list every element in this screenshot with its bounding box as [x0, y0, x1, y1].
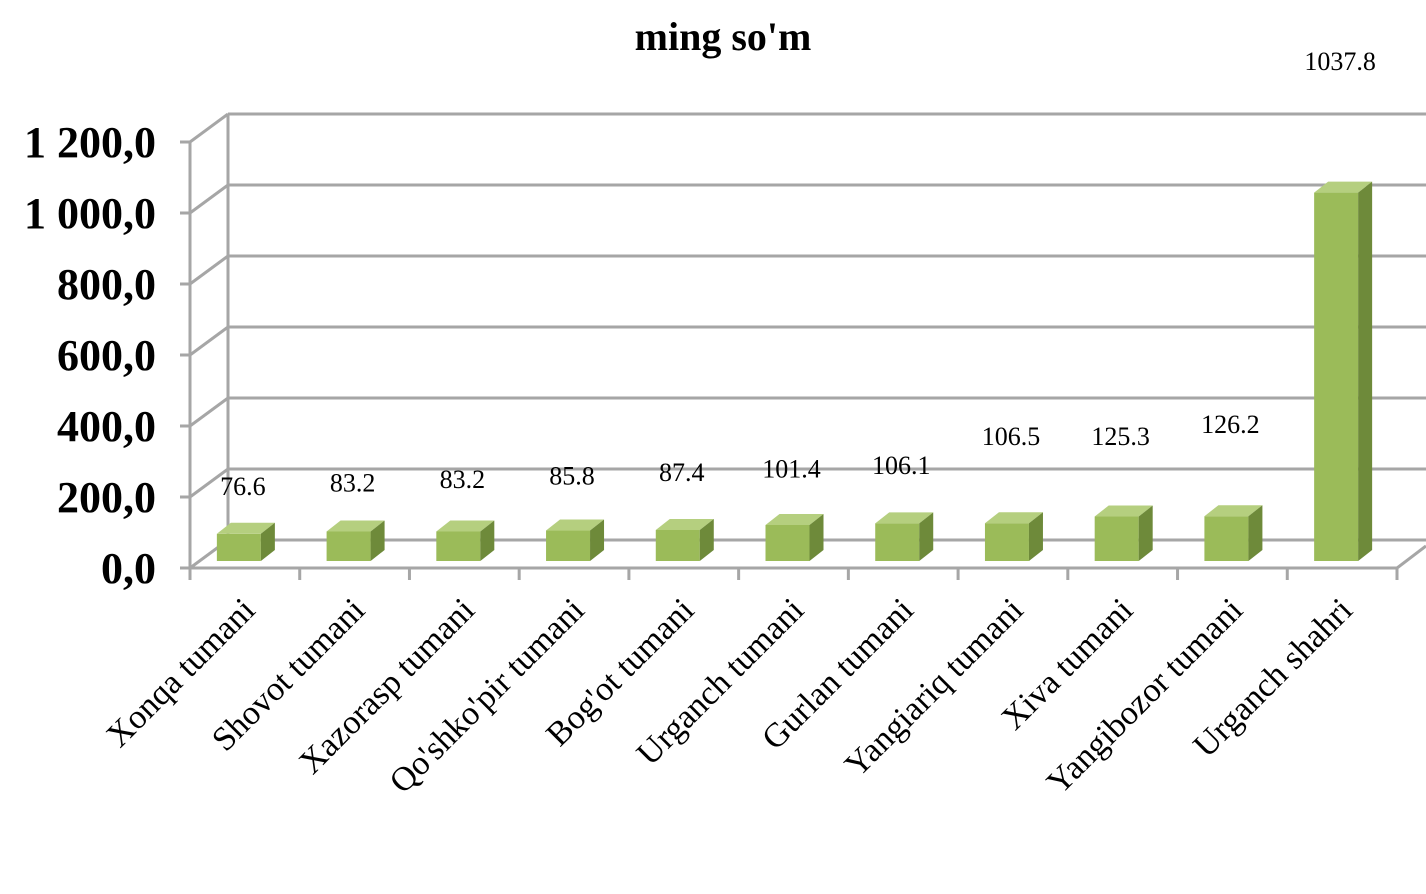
- data-label-5: 101.4: [762, 455, 821, 484]
- bar-side-7: [1028, 512, 1043, 561]
- y-tick-label-1: 200,0: [57, 473, 156, 522]
- data-label-0: 76.6: [220, 472, 266, 501]
- bar-front-1: [326, 531, 371, 561]
- x-tick-label-9: Yangibozor tumani: [1040, 591, 1250, 801]
- data-label-4: 87.4: [659, 458, 705, 487]
- bar-2: [436, 520, 495, 561]
- y-tick-label-2: 400,0: [57, 402, 156, 451]
- data-label-10: 1037.8: [1304, 47, 1376, 76]
- bar-front-9: [1204, 516, 1249, 561]
- bar-side-10: [1358, 181, 1373, 561]
- bar-side-3: [590, 519, 605, 561]
- bar-8: [1094, 505, 1153, 561]
- bar-5: [765, 514, 824, 561]
- bar-top-1: [326, 520, 385, 532]
- bar-side-2: [480, 520, 495, 561]
- y-tick-label-4: 800,0: [57, 260, 156, 309]
- bar-top-4: [655, 518, 714, 530]
- bar-3: [546, 519, 605, 561]
- bar-top-0: [216, 522, 275, 534]
- data-label-2: 83.2: [440, 465, 486, 494]
- bar-0: [216, 522, 275, 561]
- bar-side-4: [699, 518, 714, 561]
- bar-top-7: [984, 512, 1043, 524]
- data-label-7: 106.5: [982, 422, 1041, 451]
- data-label-1: 83.2: [330, 469, 376, 498]
- x-tick-label-3: Qo'shko'pir tumani: [383, 591, 592, 800]
- gridline-wall-2: [189, 396, 229, 428]
- bar-side-9: [1248, 505, 1263, 561]
- bar-front-8: [1094, 516, 1139, 561]
- bar-7: [984, 512, 1043, 561]
- bar-top-2: [436, 520, 495, 532]
- y-tick-label-0: 0,0: [101, 544, 156, 593]
- bar-front-7: [984, 523, 1029, 561]
- bar-top-5: [765, 514, 824, 526]
- bar-front-2: [436, 531, 481, 561]
- axis-layer: 0,0 200,0 400,0 600,0 800,0 1 000,0 1 200,0: [24, 118, 1426, 593]
- y-tick-label-6: 1 200,0: [24, 118, 156, 167]
- gridline-wall-5: [189, 183, 229, 215]
- gridline-wall-3: [189, 325, 229, 357]
- data-label-9: 126.2: [1201, 410, 1260, 439]
- data-label-3: 85.8: [549, 462, 595, 491]
- bar-front-4: [655, 529, 700, 561]
- bar-1: [326, 520, 385, 561]
- gridline-wall-4: [189, 254, 229, 286]
- bar-9: [1204, 505, 1263, 561]
- chart-title: ming so'm: [635, 14, 812, 59]
- bar-front-3: [546, 530, 591, 561]
- grid-layer: [189, 112, 1426, 570]
- gridline-wall-1: [189, 467, 229, 499]
- floor-right-edge: [1396, 544, 1426, 570]
- bars-layer: [216, 181, 1373, 561]
- bar-4: [655, 518, 714, 561]
- bar-top-3: [546, 519, 605, 531]
- bar-side-0: [260, 522, 275, 561]
- y-tick-label-5: 1 000,0: [24, 189, 156, 238]
- bar-front-5: [765, 525, 810, 561]
- bar-top-8: [1094, 505, 1153, 517]
- bar-side-5: [809, 514, 824, 561]
- bar-front-6: [875, 523, 920, 561]
- bar-top-6: [875, 512, 934, 524]
- bar-side-1: [370, 520, 385, 561]
- data-label-6: 106.1: [872, 451, 931, 480]
- bar-front-0: [216, 533, 261, 561]
- bar-10: [1314, 181, 1373, 561]
- y-tick-label-3: 600,0: [57, 331, 156, 380]
- bar-top-10: [1314, 181, 1373, 193]
- data-label-8: 125.3: [1091, 422, 1150, 451]
- bar-side-8: [1138, 505, 1153, 561]
- gridline-wall-6: [189, 112, 229, 144]
- bar-front-10: [1314, 192, 1359, 561]
- bar-6: [875, 512, 934, 561]
- bar-top-9: [1204, 505, 1263, 517]
- bar-side-6: [919, 512, 934, 561]
